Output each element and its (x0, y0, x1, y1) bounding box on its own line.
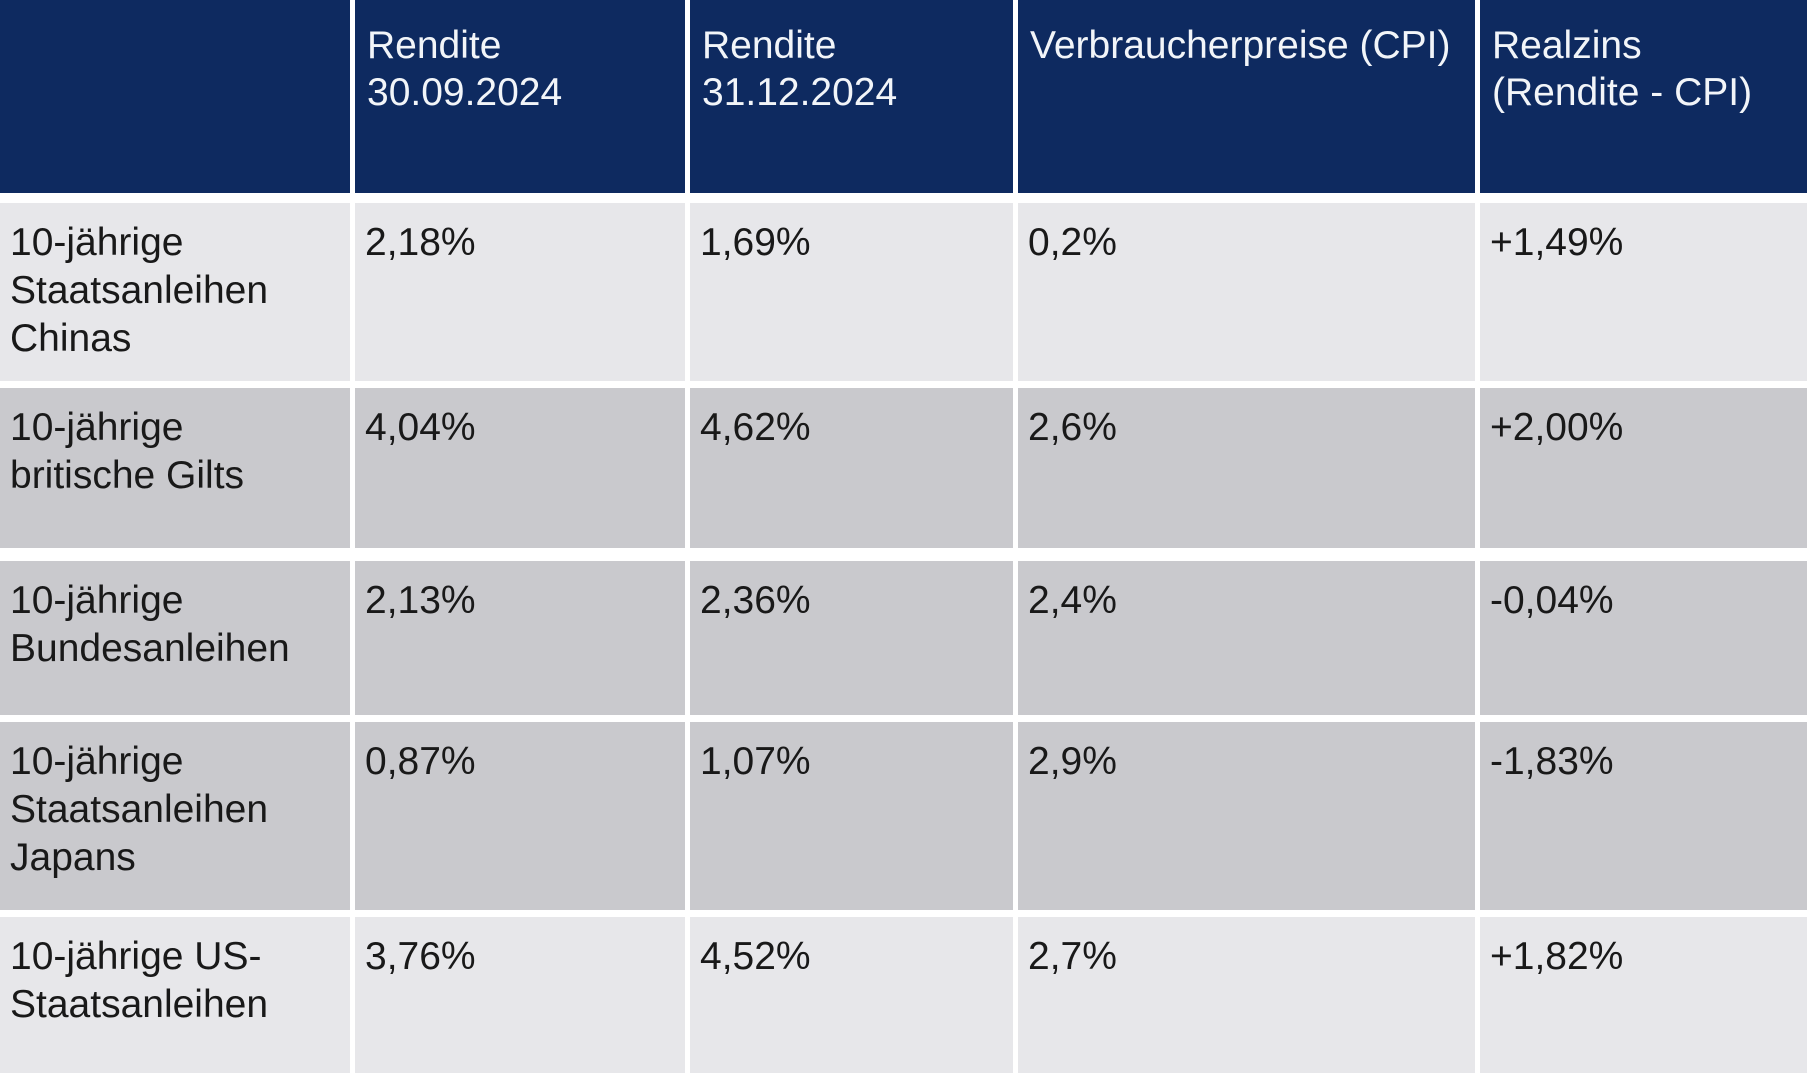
rendite-dec-cell: 4,52% (690, 917, 1013, 1073)
realzins-cell: -1,83% (1480, 722, 1807, 910)
cpi-cell: 2,4% (1018, 561, 1475, 715)
table-row: 10-jährige britische Gilts 4,04% 4,62% 2… (0, 388, 1807, 548)
realzins-cell: -0,04% (1480, 561, 1807, 715)
rendite-dec-cell: 1,07% (690, 722, 1013, 910)
rendite-sep-cell: 0,87% (355, 722, 685, 910)
realzins-cell: +1,82% (1480, 917, 1807, 1073)
cpi-cell: 2,9% (1018, 722, 1475, 910)
header-cell-rendite-sep: Rendite 30.09.2024 (355, 0, 685, 193)
table-header-row: Rendite 30.09.2024 Rendite 31.12.2024 Ve… (0, 0, 1807, 193)
row-label-cell: 10-jährige US-Staatsanleihen (0, 917, 350, 1073)
row-label-cell: 10-jährige Staatsanleihen Chinas (0, 203, 350, 381)
table-row: 10-jährige Bundesanleihen 2,13% 2,36% 2,… (0, 561, 1807, 715)
header-cell-rendite-dec: Rendite 31.12.2024 (690, 0, 1013, 193)
realzins-cell: +1,49% (1480, 203, 1807, 381)
rendite-dec-cell: 4,62% (690, 388, 1013, 548)
rendite-sep-cell: 2,13% (355, 561, 685, 715)
cpi-cell: 2,7% (1018, 917, 1475, 1073)
header-cell-cpi: Verbraucherpreise (CPI) (1018, 0, 1475, 193)
row-label-cell: 10-jährige Bundesanleihen (0, 561, 350, 715)
rendite-sep-cell: 2,18% (355, 203, 685, 381)
row-label-cell: 10-jährige britische Gilts (0, 388, 350, 548)
rendite-dec-cell: 1,69% (690, 203, 1013, 381)
rendite-sep-cell: 3,76% (355, 917, 685, 1073)
rendite-sep-cell: 4,04% (355, 388, 685, 548)
cpi-cell: 0,2% (1018, 203, 1475, 381)
cpi-cell: 2,6% (1018, 388, 1475, 548)
row-label-cell: 10-jährige Staatsanleihen Japans (0, 722, 350, 910)
table-row: 10-jährige Staatsanleihen Japans 0,87% 1… (0, 722, 1807, 910)
realzins-cell: +2,00% (1480, 388, 1807, 548)
table-row: 10-jährige Staatsanleihen Chinas 2,18% 1… (0, 203, 1807, 381)
table-row: 10-jährige US-Staatsanleihen 3,76% 4,52%… (0, 917, 1807, 1073)
header-cell-realzins: Realzins (Rendite - CPI) (1480, 0, 1807, 193)
header-cell-empty (0, 0, 350, 193)
rendite-dec-cell: 2,36% (690, 561, 1013, 715)
